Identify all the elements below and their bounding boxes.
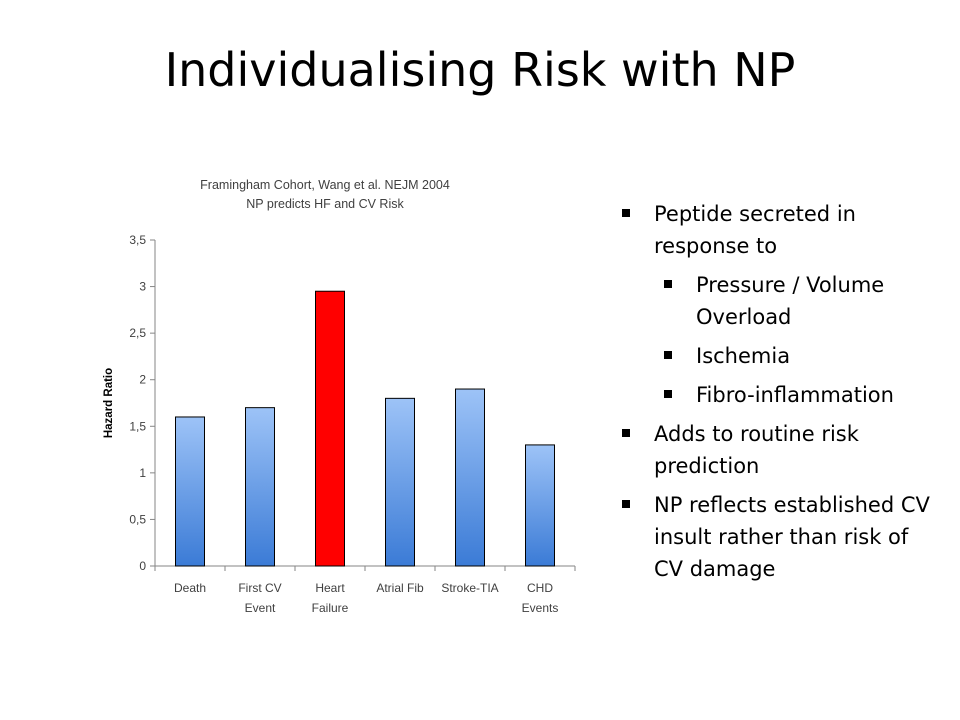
bullet-marker-icon [622,209,630,217]
chart-area: Framingham Cohort, Wang et al. NEJM 2004… [90,170,590,640]
y-tick-label: 0 [139,559,146,573]
bullet-text: Peptide secreted in response to [654,202,856,258]
bullet-marker-icon [664,351,672,359]
sub-bullet-item: Ischemia [620,340,940,372]
x-tick-label: Death [174,581,206,595]
x-tick-label: Atrial Fib [376,581,424,595]
bullet-marker-icon [664,390,672,398]
y-tick-label: 0,5 [129,512,146,526]
bullet-marker-icon [622,429,630,437]
bullet-text: Adds to routine risk prediction [654,422,859,478]
x-tick-label: Events [522,601,559,615]
bar [245,407,275,567]
bullet-text: Pressure / Volume Overload [696,273,885,329]
x-tick-label: Stroke-TIA [441,581,498,595]
y-tick-label: 2 [139,373,146,387]
x-tick-label: First CV [238,581,281,595]
bar-chart: Framingham Cohort, Wang et al. NEJM 2004… [103,178,576,615]
bar [315,290,345,567]
bullet-item: NP reflects established CV insult rather… [620,489,940,585]
sub-bullet-item: Pressure / Volume Overload [620,269,940,333]
bar [175,416,205,567]
x-tick-label: Heart [315,581,345,595]
slide-title: Individualising Risk with NP [164,43,796,97]
bullet-text: Fibro-inflammation [696,383,894,407]
bar [455,388,485,567]
bullet-marker-icon [622,500,630,508]
y-tick-label: 1 [139,466,146,480]
chart-title: Framingham Cohort, Wang et al. NEJM 2004 [200,178,450,192]
bullet-text: Ischemia [696,344,791,368]
y-axis-label: Hazard Ratio [103,368,115,438]
x-tick-label: Failure [312,601,349,615]
chart-subtitle: NP predicts HF and CV Risk [246,197,404,211]
bar [525,444,555,567]
bullet-list: Peptide secreted in response to Pressure… [620,198,940,592]
bullet-item: Peptide secreted in response to [620,198,940,262]
sub-bullet-item: Fibro-inflammation [620,379,940,411]
y-tick-label: 1,5 [129,419,146,433]
bullet-marker-icon [664,280,672,288]
x-tick-label: Event [245,601,276,615]
bullet-item: Adds to routine risk prediction [620,418,940,482]
x-tick-label: CHD [527,581,553,595]
y-tick-label: 2,5 [129,326,146,340]
bar [385,397,415,567]
bullet-text: NP reflects established CV insult rather… [654,493,930,581]
y-tick-label: 3 [139,280,146,294]
y-tick-label: 3,5 [129,233,146,247]
